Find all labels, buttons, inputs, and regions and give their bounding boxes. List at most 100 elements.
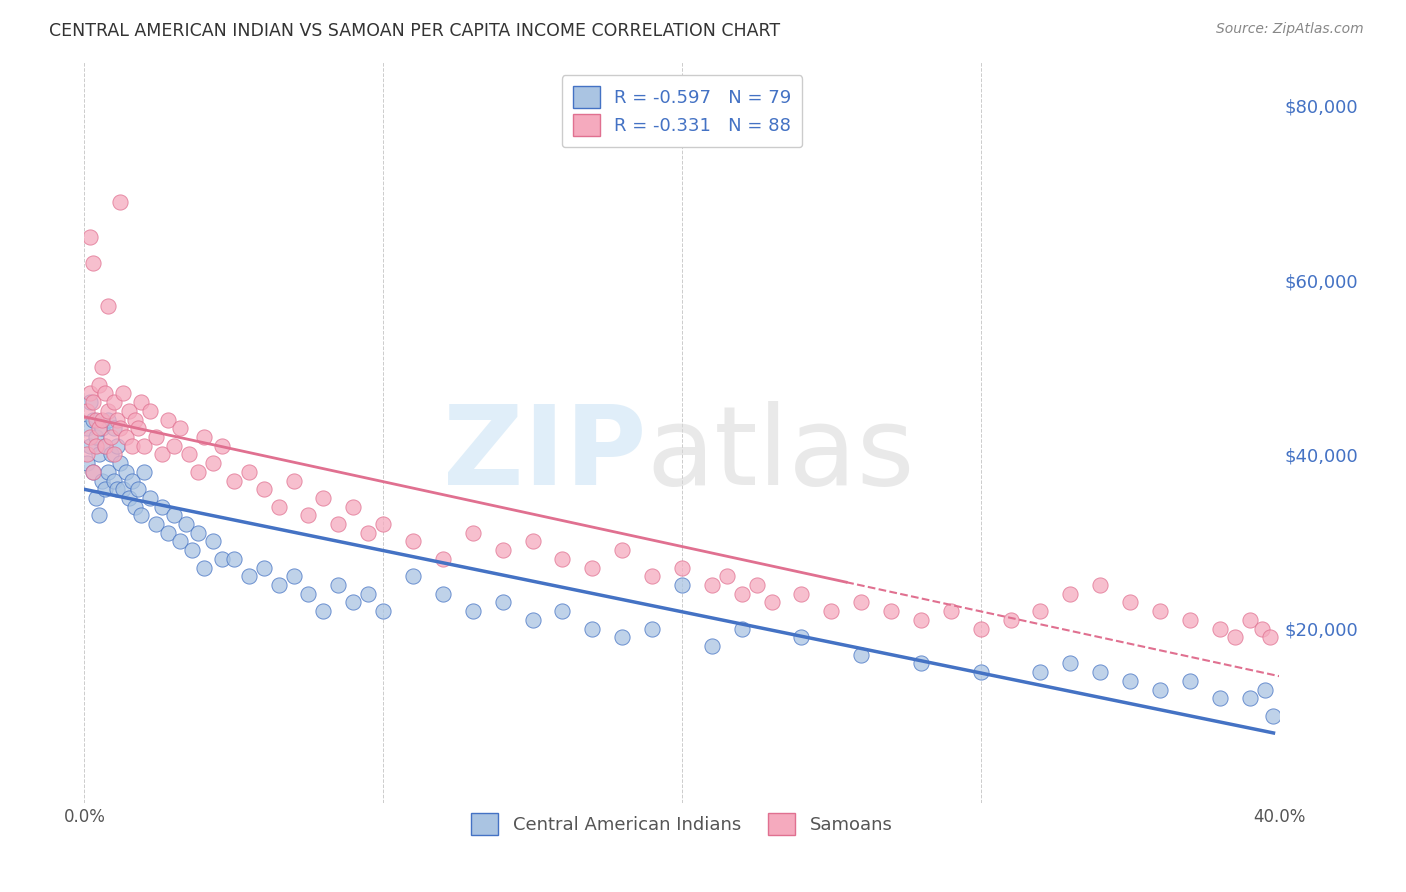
Point bbox=[1239, 613, 1261, 627]
Point bbox=[118, 404, 141, 418]
Point bbox=[1263, 708, 1285, 723]
Point bbox=[641, 569, 664, 583]
Point bbox=[1059, 587, 1081, 601]
Point bbox=[150, 500, 173, 514]
Point bbox=[357, 525, 380, 540]
Point bbox=[103, 474, 125, 488]
Point bbox=[91, 360, 114, 375]
Point bbox=[1260, 630, 1282, 644]
Point bbox=[716, 569, 738, 583]
Point bbox=[79, 395, 101, 409]
Point bbox=[201, 456, 224, 470]
Point bbox=[1209, 691, 1232, 706]
Point bbox=[103, 447, 125, 461]
Point bbox=[522, 613, 544, 627]
Point bbox=[731, 622, 754, 636]
Point bbox=[94, 439, 117, 453]
Point bbox=[700, 578, 723, 592]
Point bbox=[82, 256, 104, 270]
Point bbox=[193, 430, 215, 444]
Point bbox=[169, 534, 191, 549]
Point bbox=[174, 517, 197, 532]
Point bbox=[187, 525, 209, 540]
Point bbox=[132, 465, 156, 479]
Point bbox=[1253, 682, 1275, 697]
Point bbox=[671, 560, 693, 574]
Point bbox=[105, 482, 128, 496]
Point bbox=[581, 560, 603, 574]
Text: ZIP: ZIP bbox=[443, 401, 647, 508]
Text: CENTRAL AMERICAN INDIAN VS SAMOAN PER CAPITA INCOME CORRELATION CHART: CENTRAL AMERICAN INDIAN VS SAMOAN PER CA… bbox=[49, 22, 780, 40]
Point bbox=[790, 587, 813, 601]
Point bbox=[115, 465, 138, 479]
Point bbox=[790, 630, 813, 644]
Text: Source: ZipAtlas.com: Source: ZipAtlas.com bbox=[1216, 22, 1364, 37]
Point bbox=[139, 404, 162, 418]
Point bbox=[82, 465, 104, 479]
Point bbox=[238, 465, 260, 479]
Point bbox=[880, 604, 903, 618]
Point bbox=[76, 447, 98, 461]
Point bbox=[1119, 595, 1142, 609]
Point bbox=[1178, 613, 1201, 627]
Point bbox=[193, 560, 215, 574]
Point bbox=[157, 412, 180, 426]
Point bbox=[1223, 630, 1246, 644]
Point bbox=[1090, 578, 1112, 592]
Point bbox=[731, 587, 754, 601]
Point bbox=[91, 474, 114, 488]
Point bbox=[127, 421, 149, 435]
Point bbox=[105, 439, 128, 453]
Point bbox=[89, 421, 111, 435]
Point bbox=[121, 439, 143, 453]
Point bbox=[402, 569, 425, 583]
Point bbox=[89, 377, 111, 392]
Point bbox=[82, 412, 104, 426]
Point bbox=[551, 604, 574, 618]
Point bbox=[910, 613, 932, 627]
Point bbox=[551, 552, 574, 566]
Point bbox=[91, 421, 114, 435]
Point bbox=[1090, 665, 1112, 680]
Point bbox=[115, 430, 138, 444]
Point bbox=[1029, 665, 1052, 680]
Point bbox=[612, 543, 634, 558]
Point bbox=[312, 604, 335, 618]
Point bbox=[745, 578, 768, 592]
Point bbox=[79, 386, 101, 401]
Point bbox=[118, 491, 141, 505]
Point bbox=[94, 439, 117, 453]
Point bbox=[297, 508, 319, 523]
Point bbox=[187, 465, 209, 479]
Legend: Central American Indians, Samoans: Central American Indians, Samoans bbox=[460, 802, 904, 846]
Point bbox=[253, 482, 276, 496]
Point bbox=[283, 569, 305, 583]
Point bbox=[110, 194, 132, 209]
Point bbox=[97, 299, 120, 313]
Point bbox=[124, 500, 146, 514]
Point bbox=[91, 412, 114, 426]
Point bbox=[105, 412, 128, 426]
Point bbox=[82, 465, 104, 479]
Point bbox=[121, 474, 143, 488]
Point bbox=[201, 534, 224, 549]
Point bbox=[127, 482, 149, 496]
Point bbox=[910, 657, 932, 671]
Point bbox=[253, 560, 276, 574]
Point bbox=[150, 447, 173, 461]
Point bbox=[124, 412, 146, 426]
Point bbox=[1059, 657, 1081, 671]
Point bbox=[328, 517, 350, 532]
Point bbox=[94, 482, 117, 496]
Point bbox=[492, 543, 515, 558]
Point bbox=[145, 430, 167, 444]
Point bbox=[112, 482, 135, 496]
Point bbox=[1029, 604, 1052, 618]
Point bbox=[342, 500, 364, 514]
Point bbox=[79, 229, 101, 244]
Point bbox=[86, 491, 108, 505]
Point bbox=[1239, 691, 1261, 706]
Point bbox=[283, 474, 305, 488]
Point bbox=[492, 595, 515, 609]
Point bbox=[641, 622, 664, 636]
